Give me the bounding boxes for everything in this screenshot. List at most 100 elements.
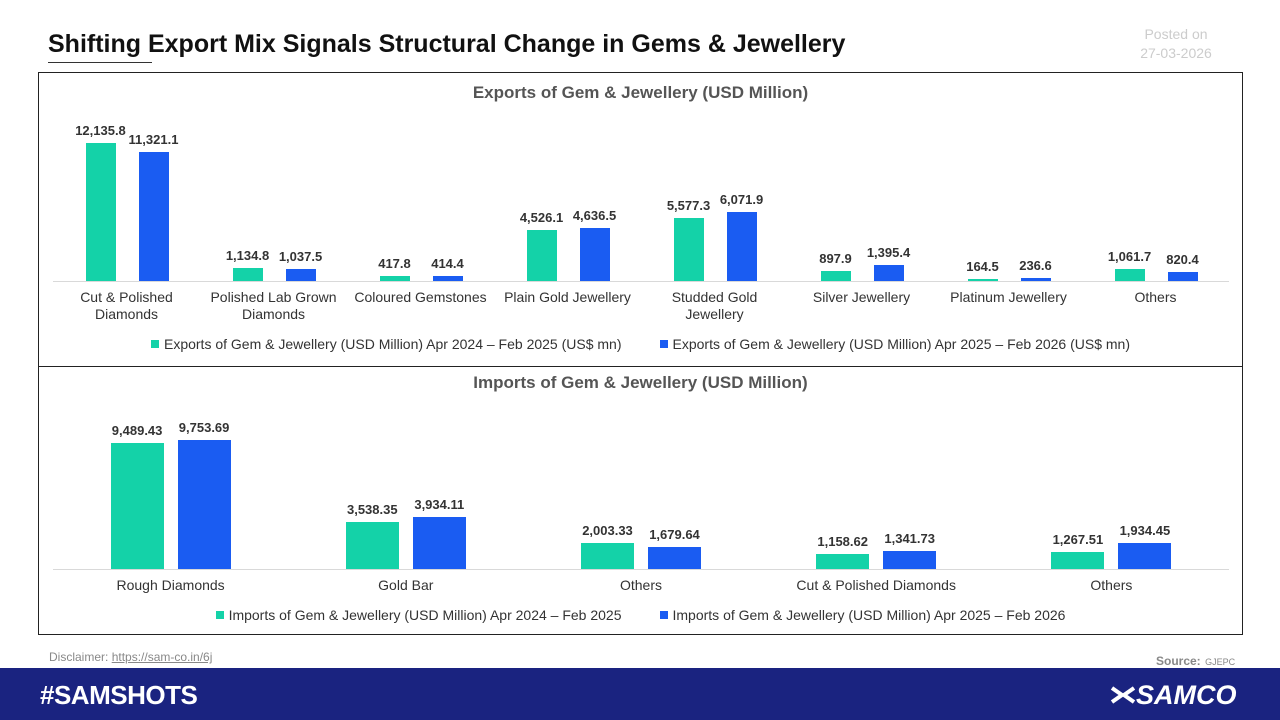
data-label: 417.8 [378,256,411,272]
legend-item: Imports of Gem & Jewellery (USD Million)… [215,607,622,623]
bar [232,268,263,281]
bar [1118,543,1172,569]
bar [673,217,704,281]
bar [648,546,701,569]
data-label: 5,577.3 [666,197,711,213]
x-tick-label: Cut & Polished Diamonds [80,289,173,322]
disclaimer-label: Disclaimer: [49,650,109,664]
bar [85,143,116,281]
bar [873,265,904,281]
x-tick-label: Others [1090,577,1133,593]
data-label: 1,158.62 [817,533,868,549]
data-label: 9,489.43 [111,423,163,439]
legend-label: Exports of Gem & Jewellery (USD Million)… [163,336,622,352]
data-label: 9,753.69 [178,420,230,435]
x-tick-label: Gold Bar [378,577,434,593]
bar [820,270,851,281]
data-label: 1,061.7 [1107,248,1152,264]
x-tick-label: Platinum Jewellery [950,289,1067,305]
data-label: 6,071.9 [719,191,764,207]
disclaimer-link[interactable]: https://sam-co.in/6j [111,650,213,664]
data-label: 1,134.8 [225,248,270,264]
bar [581,542,634,569]
source-label: Source: [1156,654,1201,668]
footer-bar: #SAMSHOTS SAMCO [0,668,1280,720]
data-label: 164.5 [966,259,999,275]
legend-item: Exports of Gem & Jewellery (USD Million)… [150,336,622,352]
x-tick-label: Cut & Polished Diamonds [796,577,956,593]
legend: Imports of Gem & Jewellery (USD Million)… [39,607,1242,623]
bar [379,276,410,281]
bar [1051,552,1105,569]
data-label: 1,037.5 [278,249,323,265]
chart-title: Imports of Gem & Jewellery (USD Million) [473,373,808,392]
x-axis-line [53,281,1229,282]
source-value: GJEPC [1205,657,1236,667]
bar [1020,278,1051,281]
bar [967,279,998,281]
data-label: 1,395.4 [866,245,911,261]
bar [285,269,316,281]
posted-label: Posted on [1144,26,1208,42]
x-tick-label: Others [619,577,662,593]
data-label: 1,679.64 [649,526,700,542]
x-tick-label: Plain Gold Jewellery [504,289,631,305]
bar [345,522,399,569]
bar [432,276,463,281]
bar [110,443,164,569]
brand-icon [1110,686,1136,704]
x-tick-label: Others [1134,289,1177,305]
bar [412,516,466,569]
disclaimer: Disclaimer: https://sam-co.in/6j [49,650,212,664]
x-tick-label: Rough Diamonds [116,577,225,593]
data-label: 1,267.51 [1052,532,1104,548]
data-label: 820.4 [1166,251,1199,267]
bar [526,229,557,281]
data-label: 4,526.1 [519,209,564,225]
x-tick-label: Silver Jewellery [812,289,911,305]
legend-swatch [215,611,224,619]
data-label: 1,934.45 [1119,523,1171,539]
bar [816,553,870,569]
data-label: 236.6 [1019,258,1052,274]
legend-swatch [659,611,668,619]
legend-label: Exports of Gem & Jewellery (USD Million)… [672,336,1131,352]
x-tick-label: Polished Lab Grown Diamonds [210,289,337,322]
bar [138,152,169,281]
source: Source: GJEPC [1156,652,1235,670]
title-underline [48,62,152,63]
hashtag: #SAMSHOTS [40,680,198,710]
legend-label: Imports of Gem & Jewellery (USD Million)… [672,607,1066,623]
chart-title: Exports of Gem & Jewellery (USD Million) [472,83,809,102]
data-label: 414.4 [431,256,464,272]
legend-swatch [150,340,159,348]
data-label: 4,636.5 [572,208,617,224]
data-label: 3,934.11 [414,496,465,512]
page-title: Shifting Export Mix Signals Structural C… [48,30,846,58]
bar [1167,271,1198,281]
legend-swatch [659,340,668,348]
legend: Exports of Gem & Jewellery (USD Million)… [39,336,1242,352]
chart-panel: Exports of Gem & Jewellery (USD Million)… [38,72,1243,367]
bar [579,228,610,281]
brand: SAMCO [1136,680,1237,710]
data-label: 12,135.8 [75,123,126,138]
data-label: 897.9 [819,250,852,266]
data-label: 1,341.73 [884,531,935,547]
data-label: 3,538.35 [346,502,398,518]
x-tick-label: Studded Gold Jewellery [671,289,758,322]
legend-item: Exports of Gem & Jewellery (USD Million)… [659,336,1131,352]
bar [1114,268,1145,281]
data-label: 11,321.1 [128,132,179,148]
legend-item: Imports of Gem & Jewellery (USD Million)… [659,607,1066,623]
posted-date: 27-03-2026 [1140,45,1212,61]
chart-panel: Imports of Gem & Jewellery (USD Million)… [38,365,1243,635]
x-tick-label: Coloured Gemstones [354,289,487,305]
x-axis-line [53,569,1229,570]
data-label: 2,003.33 [582,522,633,538]
bar [726,211,757,281]
bar [177,440,231,569]
legend-label: Imports of Gem & Jewellery (USD Million)… [228,607,622,623]
bar [883,551,937,569]
